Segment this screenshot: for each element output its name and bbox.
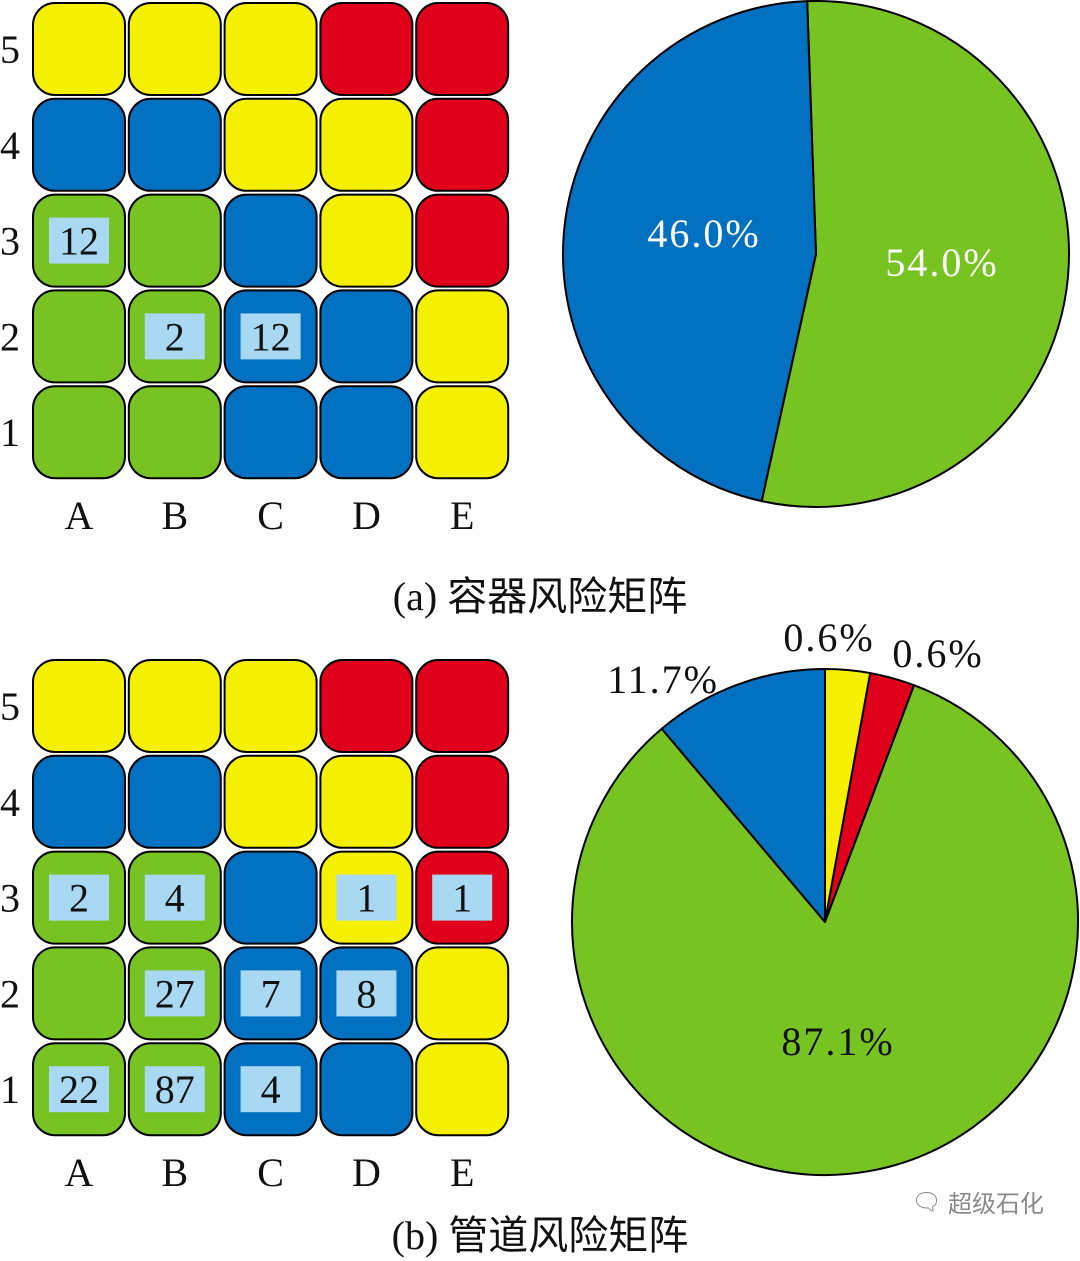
matrix-cell-a — [32, 2, 126, 96]
x-tick-label: E — [450, 1150, 474, 1195]
matrix-cell-b — [415, 1042, 510, 1137]
matrix-cell-b — [223, 754, 318, 849]
y-tick-label: 5 — [0, 27, 20, 72]
matrix-cell-b — [32, 946, 126, 1041]
y-tick-label: 3 — [0, 876, 20, 921]
pie-data-label: 87.1% — [781, 1019, 894, 1064]
count-label-box — [49, 874, 109, 921]
matrix-cell-a — [415, 193, 510, 288]
x-tick-label: D — [352, 493, 381, 538]
matrix-cell-a — [32, 289, 126, 384]
count-label-box — [144, 313, 205, 360]
count-label: 87 — [155, 1067, 195, 1112]
count-label: 1 — [356, 876, 376, 921]
x-tick-label: B — [161, 1150, 188, 1195]
matrix-cell-b — [223, 850, 318, 945]
matrix-cell-a — [223, 193, 318, 288]
count-label: 2 — [165, 314, 185, 359]
y-tick-label: 1 — [0, 1067, 20, 1112]
count-label: 4 — [165, 876, 185, 921]
matrix-cell-a — [223, 97, 318, 192]
matrix-cell-b — [127, 754, 222, 849]
count-label: 27 — [155, 971, 195, 1016]
count-label-box — [240, 970, 301, 1017]
matrix-cell-b — [32, 659, 126, 753]
matrix-cell-b — [415, 754, 510, 849]
pie-data-label: 0.6% — [892, 631, 983, 676]
count-label: 12 — [251, 314, 291, 359]
matrix-cell-b — [319, 1042, 414, 1137]
matrix-cell-a — [127, 193, 222, 288]
matrix-cell-a — [319, 97, 414, 192]
matrix-cell-a — [32, 385, 126, 480]
matrix-cell-a — [319, 193, 414, 288]
count-label-box — [49, 217, 109, 264]
count-label-box — [144, 874, 205, 921]
count-label: 1 — [452, 876, 472, 921]
matrix-cell-b — [319, 754, 414, 849]
count-label-box — [336, 874, 397, 921]
count-label-box — [144, 970, 205, 1017]
count-label: 4 — [261, 1067, 281, 1112]
matrix-cell-a — [415, 385, 510, 480]
matrix-cell-a — [127, 385, 222, 480]
matrix-cell-a — [127, 97, 222, 192]
pie-data-label: 54.0% — [885, 240, 998, 285]
count-label: 7 — [261, 971, 281, 1016]
pie-data-label: 46.0% — [647, 211, 760, 256]
y-tick-label: 4 — [0, 780, 20, 825]
count-label-box — [49, 1066, 109, 1113]
matrix-cell-a — [415, 2, 510, 96]
watermark-text: 超级石化 — [948, 1190, 1044, 1218]
matrix-cell-a — [32, 97, 126, 192]
pie-slice-blue — [562, 0, 817, 503]
matrix-cell-b — [319, 659, 414, 753]
pie-data-label: 11.7% — [607, 657, 719, 702]
y-tick-label: 1 — [0, 410, 20, 455]
pie-slice-green — [571, 684, 1079, 1176]
matrix-cell-b — [415, 946, 510, 1041]
count-label: 22 — [59, 1067, 99, 1112]
matrix-cell-b — [223, 659, 318, 753]
y-tick-label: 4 — [0, 123, 20, 168]
matrix-cell-a — [223, 2, 318, 96]
caption-a: (a) 容器风险矩阵 — [392, 574, 688, 619]
matrix-cell-a — [223, 385, 318, 480]
matrix-cell-a — [415, 289, 510, 384]
matrix-cell-a — [319, 2, 414, 96]
count-label-box — [144, 1066, 205, 1113]
matrix-cell-b — [127, 659, 222, 753]
x-tick-label: B — [161, 493, 188, 538]
count-label-box — [432, 874, 493, 921]
matrix-cell-b — [32, 754, 126, 849]
y-tick-label: 2 — [0, 971, 20, 1016]
count-label: 2 — [69, 876, 89, 921]
watermark: 🗨 超级石化 — [912, 1184, 1044, 1219]
count-label-box — [240, 313, 301, 360]
count-label-box — [240, 1066, 301, 1113]
matrix-cell-a — [319, 289, 414, 384]
matrix-cell-a — [415, 97, 510, 192]
count-label: 8 — [356, 971, 376, 1016]
pie-slice-blue — [660, 668, 826, 923]
y-tick-label: 3 — [0, 219, 20, 264]
y-tick-label: 5 — [0, 684, 20, 729]
x-tick-label: C — [257, 493, 284, 538]
x-tick-label: C — [257, 1150, 284, 1195]
matrix-cell-b — [415, 659, 510, 753]
y-tick-label: 2 — [0, 314, 20, 359]
pie-slice-green — [760, 0, 1070, 508]
matrix-cell-a — [319, 385, 414, 480]
x-tick-label: A — [65, 493, 94, 538]
x-tick-label: E — [450, 493, 474, 538]
count-label: 12 — [59, 219, 99, 264]
count-label-box — [336, 970, 397, 1017]
matrix-cell-a — [127, 2, 222, 96]
pie-data-label: 0.6% — [783, 615, 874, 660]
x-tick-label: D — [352, 1150, 381, 1195]
wechat-icon: 🗨 — [911, 1187, 942, 1216]
x-tick-label: A — [65, 1150, 94, 1195]
